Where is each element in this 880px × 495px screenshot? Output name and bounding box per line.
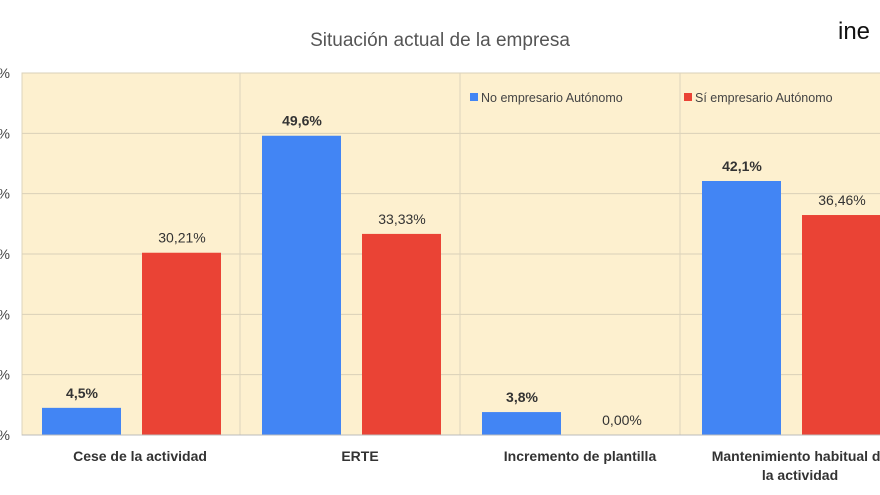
legend-swatch [684, 93, 692, 101]
legend-swatch [470, 93, 478, 101]
bar-no-autonomo [262, 135, 341, 435]
bar-no-autonomo [702, 180, 781, 435]
data-label: 3,8% [506, 389, 538, 405]
data-label: 42,1% [722, 158, 762, 174]
data-label: 0,00% [602, 412, 642, 428]
bar-si-autonomo [362, 233, 441, 435]
data-label: 33,33% [378, 211, 425, 227]
y-tick-label: 60% [0, 65, 10, 81]
data-label: 30,21% [158, 230, 205, 246]
y-tick-label: 10% [0, 367, 10, 383]
x-tick-label: Mantenimiento habitual de [712, 448, 880, 464]
ine-logo: ine [838, 18, 870, 45]
x-tick-label: la actividad [762, 467, 838, 483]
y-tick-label: 40% [0, 186, 10, 202]
data-label: 36,46% [818, 192, 865, 208]
bar-no-autonomo [42, 407, 121, 435]
legend-label: Sí empresario Autónomo [695, 91, 833, 105]
chart-title: Situación actual de la empresa [310, 30, 570, 51]
y-tick-label: 20% [0, 306, 10, 322]
bar-no-autonomo [482, 412, 561, 435]
x-tick-label: Incremento de plantilla [504, 448, 657, 464]
x-tick-label: ERTE [341, 448, 378, 464]
y-tick-label: 30% [0, 246, 10, 262]
bar-si-autonomo [802, 215, 880, 435]
x-tick-label: Cese de la actividad [73, 448, 207, 464]
data-label: 49,6% [282, 113, 322, 129]
legend-label: No empresario Autónomo [481, 91, 623, 105]
y-tick-label: 0% [0, 427, 10, 443]
y-tick-label: 50% [0, 125, 10, 141]
bar-si-autonomo [142, 252, 221, 435]
data-label: 4,5% [66, 385, 98, 401]
